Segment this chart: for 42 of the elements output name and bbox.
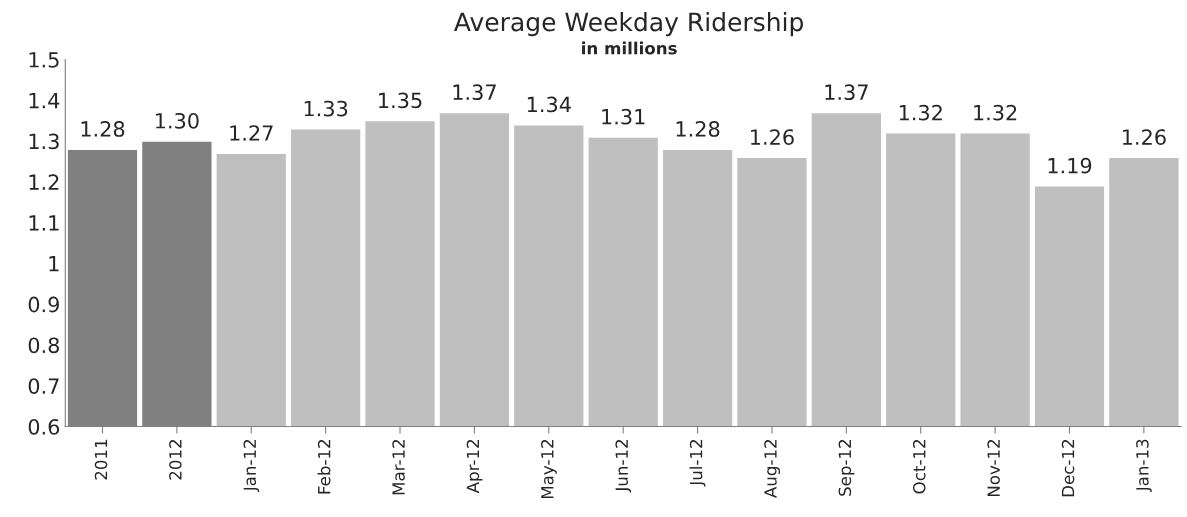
x-tick-label: Dec-12 — [1061, 440, 1075, 497]
data-label: 1.28 — [676, 121, 720, 137]
y-tick-label: 1.3 — [29, 133, 59, 150]
x-tick-label: Jun-12 — [615, 440, 632, 493]
data-label: 1.37 — [825, 84, 868, 101]
y-tick-label: 0.8 — [28, 337, 59, 354]
data-label: 1.30 — [155, 112, 199, 129]
chart-subtitle: in millions — [582, 41, 677, 55]
data-label: 1.37 — [453, 84, 496, 101]
x-tick-label: May-12 — [541, 440, 557, 499]
x-tick-label: Jan-13 — [1136, 439, 1152, 493]
y-tick-label: 0.7 — [28, 378, 59, 394]
x-tick-label: Oct-12 — [912, 440, 926, 494]
y-tick-label: 1.4 — [29, 92, 60, 109]
y-tick-label: 1 — [49, 256, 59, 272]
x-tick-label: 2012 — [169, 440, 182, 480]
x-tick-label: Feb-12 — [317, 440, 331, 494]
data-label: 1.33 — [304, 100, 348, 117]
data-label: 1.26 — [1122, 129, 1166, 145]
data-label: 1.28 — [81, 121, 125, 137]
y-tick-label: 1.1 — [29, 215, 59, 231]
x-tick-label: Mar-12 — [392, 440, 405, 495]
data-label: 1.34 — [527, 96, 571, 113]
data-label: 1.27 — [230, 125, 273, 141]
x-tick-label: Jan-12 — [243, 440, 260, 493]
y-tick-label: 1.5 — [29, 52, 59, 68]
x-tick-label: Nov-12 — [987, 440, 1000, 497]
x-tick-label: Aug-12 — [764, 440, 781, 498]
x-tick-label: Jul-12 — [689, 440, 706, 487]
y-tick-label: 0.6 — [28, 418, 60, 435]
x-tick-label: 2011 — [94, 439, 108, 480]
y-tick-label: 1.2 — [29, 174, 59, 190]
chart-title: Average Weekday Ridership — [454, 12, 804, 37]
x-tick-label: Sep-12 — [838, 440, 855, 496]
x-tick-label: Apr-12 — [466, 440, 483, 494]
y-tick-label: 0.9 — [28, 296, 59, 313]
data-label: 1.32 — [899, 104, 942, 121]
data-label: 1.19 — [1048, 157, 1092, 174]
data-label: 1.32 — [974, 104, 1017, 121]
data-label: 1.35 — [379, 92, 422, 109]
data-label: 1.31 — [602, 108, 645, 125]
data-label: 1.26 — [751, 129, 794, 145]
